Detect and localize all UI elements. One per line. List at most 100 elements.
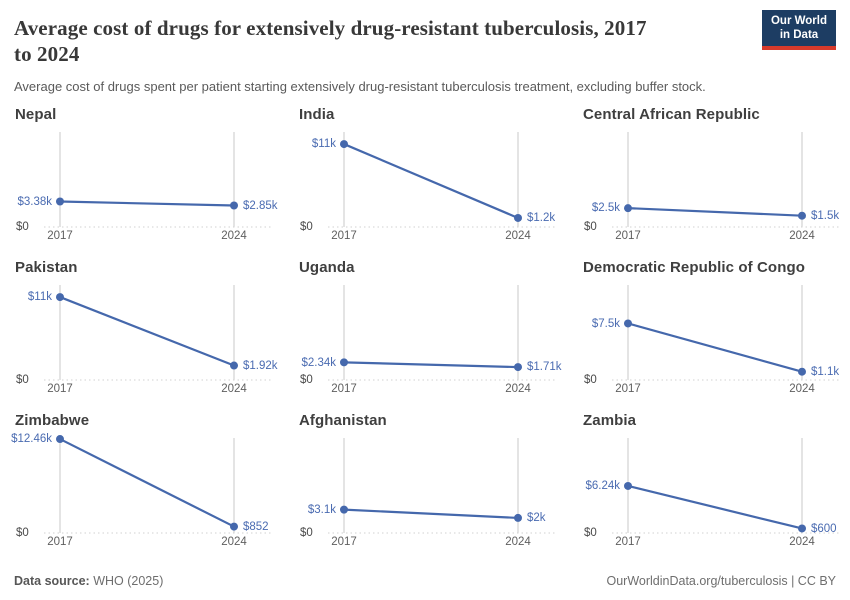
- zero-axis-label: $0: [584, 374, 597, 387]
- page-title: Average cost of drugs for extensively dr…: [14, 16, 647, 66]
- data-point-marker[interactable]: [56, 293, 64, 302]
- plot-svg: [612, 285, 840, 381]
- zero-axis-label: $0: [300, 527, 313, 540]
- zero-axis-label: $0: [16, 374, 29, 387]
- zero-axis-label: $0: [584, 527, 597, 540]
- x-tick-label-2024: 2024: [789, 536, 815, 549]
- data-point-marker[interactable]: [798, 524, 806, 533]
- plot-area: $11k $1.2k $0 2017 2024: [298, 127, 556, 247]
- x-tick-label-2017: 2017: [615, 230, 641, 243]
- zero-axis-label: $0: [584, 221, 597, 234]
- data-point-marker[interactable]: [624, 319, 632, 328]
- chart-panel-india: India $11k $1.2k $0 2017 2024: [298, 106, 556, 247]
- series-line: [343, 508, 519, 520]
- chart-title: India: [299, 106, 335, 124]
- plot-area: $3.38k $2.85k $0 2017 2024: [14, 127, 278, 247]
- data-point-marker[interactable]: [624, 482, 632, 491]
- value-label-2024: $852: [243, 520, 269, 533]
- series-line: [59, 296, 235, 367]
- chart-panel-pakistan: Pakistan $11k $1.92k $0 2017 2024: [14, 259, 278, 400]
- chart-title: Uganda: [299, 259, 355, 277]
- chart-title: Zimbabwe: [15, 412, 90, 430]
- data-source: Data source: WHO (2025): [14, 574, 163, 588]
- data-point-marker[interactable]: [514, 514, 522, 523]
- owid-logo-line2: in Data: [779, 28, 819, 41]
- charts-grid: Nepal $3.38k $2.85k $0 2017 2024 India $11k $1.2…: [11, 106, 840, 553]
- x-tick-label-2017: 2017: [331, 230, 357, 243]
- chart-header: Average cost of drugs for extensively dr…: [14, 10, 836, 94]
- x-tick-label-2024: 2024: [789, 383, 815, 396]
- x-tick-label-2017: 2017: [47, 383, 73, 396]
- value-label-2017: $11k: [311, 138, 336, 151]
- x-tick-label-2017: 2017: [615, 536, 641, 549]
- chart-title: Pakistan: [15, 259, 78, 277]
- data-point-marker[interactable]: [340, 505, 348, 514]
- x-tick-label-2024: 2024: [221, 536, 247, 549]
- chart-panel-central-african-republic: Central African Republic $2.5k $1.5k $0 2017…: [582, 106, 840, 247]
- series-line: [627, 207, 803, 218]
- value-label-2017: $3.1k: [307, 503, 336, 516]
- x-tick-label-2024: 2024: [221, 230, 247, 243]
- x-tick-label-2017: 2017: [47, 536, 73, 549]
- chart-panel-democratic-republic-of-congo: Democratic Republic of Congo $7.5k $1.1k $0…: [582, 259, 840, 400]
- value-label-2024: $1.1k: [811, 365, 840, 378]
- value-label-2024: $1.71k: [527, 361, 562, 374]
- plot-area: $6.24k $600 $0 2017 2024: [582, 433, 840, 553]
- x-tick-label-2024: 2024: [505, 230, 531, 243]
- data-point-marker[interactable]: [56, 197, 64, 206]
- plot-svg: [328, 438, 556, 534]
- value-label-2017: $7.5k: [591, 317, 620, 330]
- x-tick-label-2017: 2017: [331, 536, 357, 549]
- chart-title: Nepal: [15, 106, 57, 124]
- plot-svg: [612, 438, 840, 534]
- chart-title: Afghanistan: [299, 412, 387, 430]
- data-point-marker[interactable]: [230, 361, 238, 370]
- value-label-2024: $1.5k: [811, 209, 840, 222]
- zero-axis-label: $0: [16, 527, 29, 540]
- data-point-marker[interactable]: [798, 211, 806, 220]
- series-line: [627, 322, 803, 373]
- data-source-label: Data source:: [14, 574, 90, 588]
- data-point-marker[interactable]: [798, 367, 806, 376]
- x-tick-label-2024: 2024: [505, 536, 531, 549]
- value-label-2017: $3.38k: [17, 195, 52, 208]
- plot-svg: [44, 285, 272, 381]
- value-label-2017: $6.24k: [585, 480, 620, 493]
- value-label-2017: $12.46k: [11, 433, 52, 446]
- data-point-marker[interactable]: [230, 201, 238, 210]
- plot-area: $2.5k $1.5k $0 2017 2024: [582, 127, 840, 247]
- plot-area: $3.1k $2k $0 2017 2024: [298, 433, 556, 553]
- data-point-marker[interactable]: [340, 140, 348, 149]
- value-label-2024: $600: [811, 522, 837, 535]
- value-label-2024: $2k: [527, 512, 546, 525]
- plot-area: $11k $1.92k $0 2017 2024: [14, 280, 278, 400]
- footer-link[interactable]: OurWorldinData.org/tuberculosis | CC BY: [606, 574, 837, 588]
- data-point-marker[interactable]: [340, 358, 348, 367]
- data-point-marker[interactable]: [514, 363, 522, 372]
- series-line: [59, 438, 235, 528]
- value-label-2024: $2.85k: [243, 199, 278, 212]
- plot-svg: [328, 285, 556, 381]
- value-label-2017: $2.5k: [591, 202, 620, 215]
- owid-logo-line1: Our World: [770, 15, 827, 27]
- plot-svg: [328, 132, 556, 228]
- data-point-marker[interactable]: [624, 204, 632, 213]
- chart-panel-uganda: Uganda $2.34k $1.71k $0 2017 2024: [298, 259, 562, 400]
- series-line: [343, 143, 519, 220]
- plot-area: $7.5k $1.1k $0 2017 2024: [582, 280, 840, 400]
- owid-logo[interactable]: Our World in Data: [762, 10, 836, 50]
- chart-title: Central African Republic: [583, 106, 760, 124]
- data-source-value: WHO (2025): [93, 574, 164, 588]
- chart-panel-afghanistan: Afghanistan $3.1k $2k $0 2017 2024: [298, 412, 556, 553]
- data-point-marker[interactable]: [56, 435, 64, 444]
- chart-panel-zambia: Zambia $6.24k $600 $0 2017 2024: [582, 412, 840, 553]
- data-point-marker[interactable]: [514, 214, 522, 223]
- series-line: [343, 361, 519, 369]
- value-label-2017: $2.34k: [301, 356, 336, 369]
- plot-svg: [44, 435, 272, 534]
- data-point-marker[interactable]: [230, 522, 238, 531]
- zero-axis-label: $0: [16, 221, 29, 234]
- plot-area: $2.34k $1.71k $0 2017 2024: [298, 280, 562, 400]
- chart-panel-zimbabwe: Zimbabwe $12.46k $852 $0 2017 2024: [11, 412, 272, 553]
